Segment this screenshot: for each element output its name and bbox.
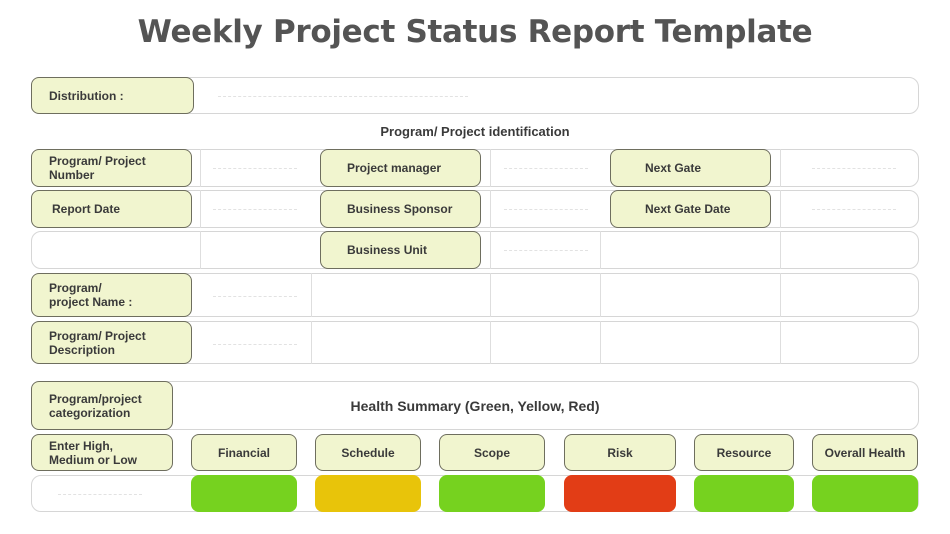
rating-label: Enter High, Medium or Low bbox=[31, 434, 173, 471]
row-divider bbox=[600, 231, 601, 269]
row-divider bbox=[490, 231, 491, 269]
identification-heading: Program/ Project identification bbox=[380, 124, 570, 139]
categorization-label: Program/project categorization bbox=[31, 381, 173, 430]
category-scope: Scope bbox=[439, 434, 545, 471]
program-description-text: Program/ Project Description bbox=[49, 328, 146, 357]
row-divider bbox=[490, 321, 491, 364]
row-divider bbox=[780, 273, 781, 317]
row-divider bbox=[490, 149, 491, 187]
health-summary-row bbox=[31, 381, 919, 430]
row-divider bbox=[780, 321, 781, 364]
rating-text: Enter High, Medium or Low bbox=[49, 438, 137, 467]
row-divider bbox=[780, 231, 781, 269]
status-schedule[interactable] bbox=[315, 475, 421, 512]
next-gate-label: Next Gate bbox=[610, 149, 771, 187]
project-manager-input[interactable] bbox=[504, 168, 588, 169]
row-divider bbox=[490, 190, 491, 228]
category-overall-health: Overall Health bbox=[812, 434, 918, 471]
status-overall-health[interactable] bbox=[812, 475, 918, 512]
business-unit-input[interactable] bbox=[504, 250, 588, 251]
business-unit-label: Business Unit bbox=[320, 231, 481, 269]
row-divider bbox=[311, 273, 312, 317]
row-divider bbox=[780, 190, 781, 228]
status-scope[interactable] bbox=[439, 475, 545, 512]
program-number-text: Program/ Project Number bbox=[49, 154, 146, 182]
report-date-label: Report Date bbox=[31, 190, 192, 228]
row-divider bbox=[490, 273, 491, 317]
report-date-input[interactable] bbox=[213, 209, 297, 210]
program-number-label: Program/ Project Number bbox=[31, 149, 192, 187]
program-description-label: Program/ Project Description bbox=[31, 321, 192, 364]
program-name-label: Program/ project Name : bbox=[31, 273, 192, 317]
row-divider bbox=[200, 149, 201, 187]
next-gate-input[interactable] bbox=[812, 168, 896, 169]
row-divider bbox=[200, 190, 201, 228]
row-divider bbox=[780, 149, 781, 187]
row-divider bbox=[600, 321, 601, 364]
row-divider bbox=[311, 321, 312, 364]
category-schedule: Schedule bbox=[315, 434, 421, 471]
program-description-input[interactable] bbox=[213, 344, 297, 345]
program-name-input[interactable] bbox=[213, 296, 297, 297]
page-title: Weekly Project Status Report Template bbox=[137, 14, 813, 50]
category-risk: Risk bbox=[564, 434, 676, 471]
next-gate-date-label: Next Gate Date bbox=[610, 190, 771, 228]
categorization-text: Program/project categorization bbox=[49, 391, 142, 420]
business-sponsor-input[interactable] bbox=[504, 209, 588, 210]
program-number-input[interactable] bbox=[213, 168, 297, 169]
distribution-input[interactable] bbox=[218, 96, 468, 97]
row-divider bbox=[200, 231, 201, 269]
next-gate-date-input[interactable] bbox=[812, 209, 896, 210]
distribution-label: Distribution : bbox=[31, 77, 194, 114]
category-resource: Resource bbox=[694, 434, 794, 471]
status-financial[interactable] bbox=[191, 475, 297, 512]
status-resource[interactable] bbox=[694, 475, 794, 512]
status-risk[interactable] bbox=[564, 475, 676, 512]
business-sponsor-label: Business Sponsor bbox=[320, 190, 481, 228]
rating-input[interactable] bbox=[58, 494, 142, 495]
health-summary-title: Health Summary (Green, Yellow, Red) bbox=[350, 398, 600, 414]
project-manager-label: Project manager bbox=[320, 149, 481, 187]
program-name-text: Program/ project Name : bbox=[49, 281, 133, 309]
category-financial: Financial bbox=[191, 434, 297, 471]
row-divider bbox=[600, 273, 601, 317]
